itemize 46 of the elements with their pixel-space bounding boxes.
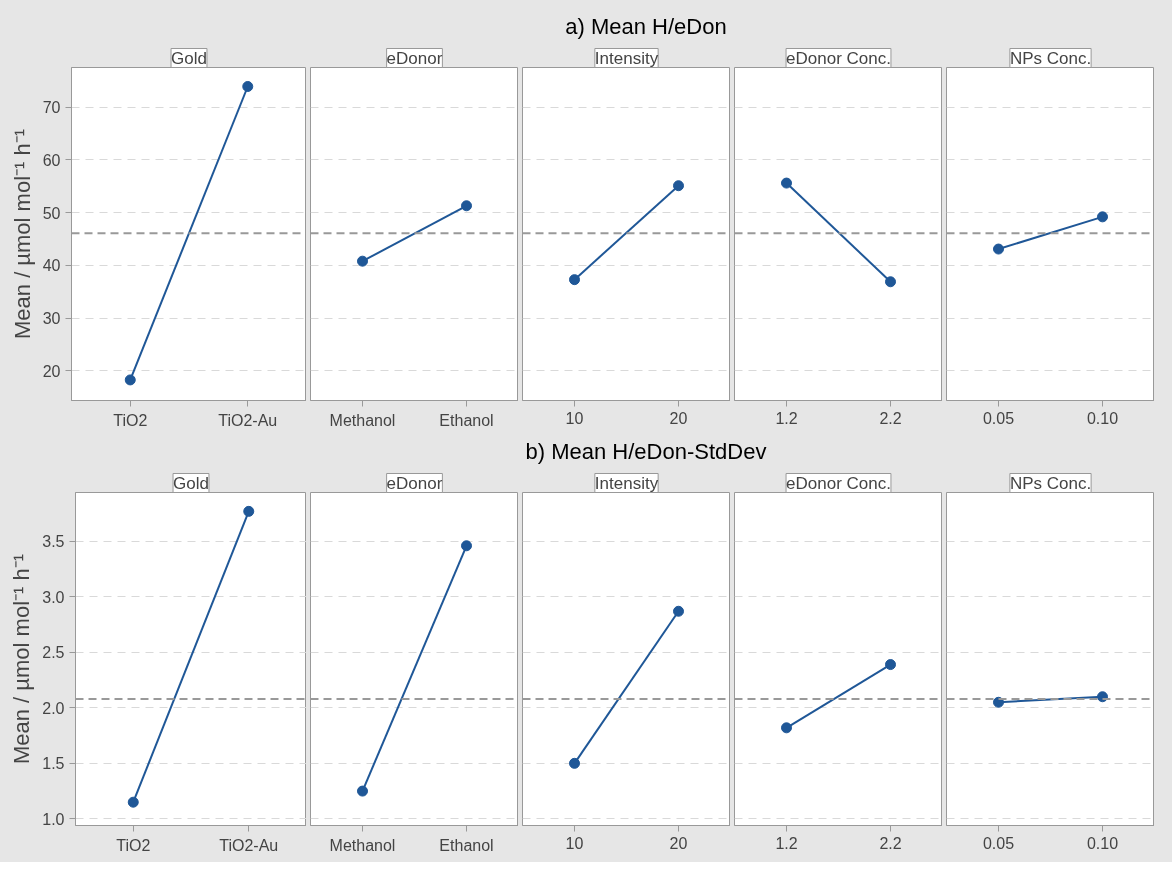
- x-tick-label: TiO2: [113, 411, 148, 429]
- x-tick-label: 2.2: [879, 409, 902, 427]
- text: a) Mean H/eDon: [565, 13, 727, 41]
- x-tick-label: 20: [669, 834, 688, 852]
- y-tick-label: 70: [42, 99, 61, 117]
- x-tick-label: 20: [669, 409, 688, 427]
- chart-title: Intensity: [594, 48, 659, 68]
- x-tick-label: 0.10: [1086, 409, 1119, 427]
- y-tick-label: 1.0: [42, 810, 65, 828]
- x-tick-label: 1.2: [775, 834, 798, 852]
- x-tick-label: TiO2-Au: [218, 411, 278, 429]
- chart-title: Gold: [173, 473, 209, 493]
- x-tick-label: Ethanol: [439, 411, 494, 429]
- y-tick-label: 3.0: [42, 588, 65, 606]
- y-axis-title: Mean / µmol mol⁻¹ h⁻¹: [9, 553, 35, 765]
- y-tick-label: 40: [42, 257, 61, 275]
- x-tick-label: 0.10: [1086, 834, 1119, 852]
- y-tick-label: 20: [42, 362, 61, 380]
- chart-title: eDonor Conc.: [786, 473, 891, 493]
- y-tick-label: 3.5: [42, 533, 65, 551]
- y-tick-label: 60: [42, 151, 61, 169]
- x-tick-label: TiO2: [116, 836, 151, 854]
- y-tick-label: 2.0: [42, 699, 65, 717]
- x-tick-label: 2.2: [879, 834, 902, 852]
- x-tick-label: Methanol: [329, 411, 396, 429]
- x-tick-label: Ethanol: [439, 836, 494, 854]
- chart-title: eDonor: [386, 48, 443, 68]
- y-axis-title: Mean / µmol mol⁻¹ h⁻¹: [9, 128, 35, 340]
- x-tick-label: Methanol: [329, 836, 396, 854]
- x-tick-label: 1.2: [775, 409, 798, 427]
- x-tick-label: TiO2-Au: [219, 836, 279, 854]
- chart-title: eDonor Conc.: [786, 48, 891, 68]
- x-tick-label: 10: [565, 409, 584, 427]
- y-tick-label: 1.5: [42, 755, 65, 773]
- y-tick-label: 2.5: [42, 644, 65, 662]
- x-tick-label: 0.05: [982, 409, 1015, 427]
- x-tick-label: 0.05: [982, 834, 1015, 852]
- x-tick-label: 10: [565, 834, 584, 852]
- y-tick-label: 30: [42, 310, 61, 328]
- text: b) Mean H/eDon-StdDev: [525, 438, 767, 466]
- chart-title: eDonor: [386, 473, 443, 493]
- chart-title: NPs Conc.: [1009, 473, 1092, 493]
- y-tick-label: 50: [42, 204, 61, 222]
- chart-title: NPs Conc.: [1009, 48, 1092, 68]
- chart-title: Intensity: [594, 473, 659, 493]
- chart-title: Gold: [171, 48, 207, 68]
